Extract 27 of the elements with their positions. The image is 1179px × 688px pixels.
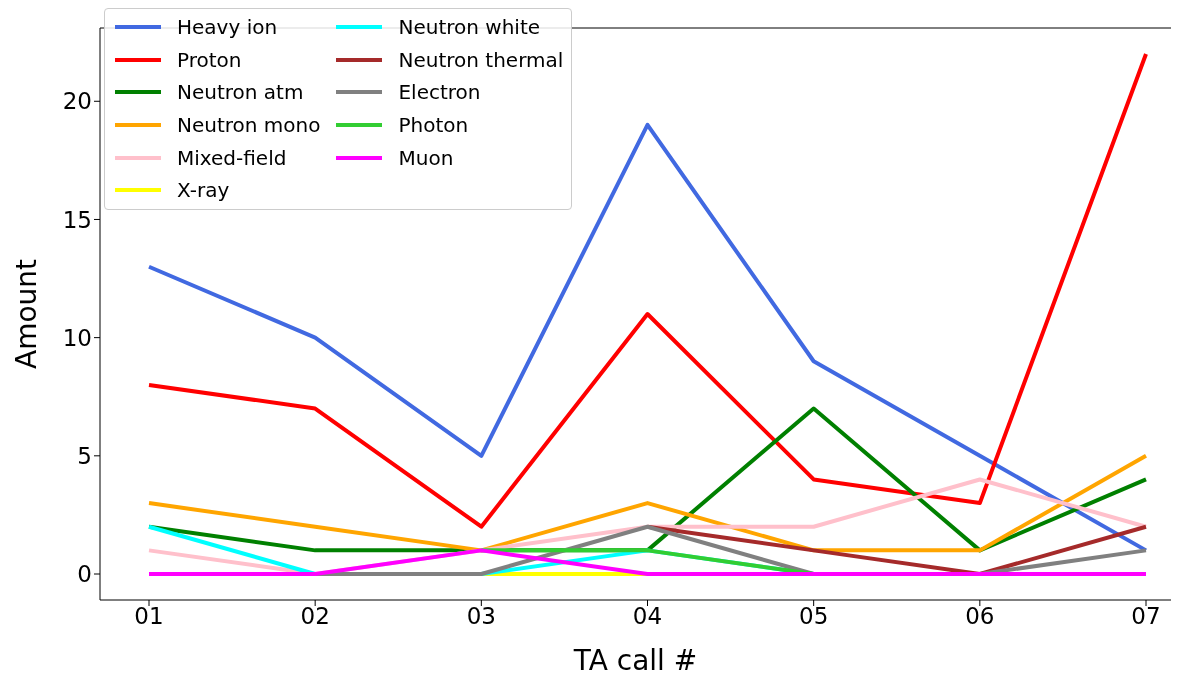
- legend-label: Proton: [177, 47, 242, 72]
- line-series: [147, 453, 1148, 553]
- x-tick-label: 01: [134, 603, 164, 630]
- x-tick-label: 03: [466, 603, 496, 630]
- x-tick-label: 05: [799, 603, 829, 630]
- legend-label: Photon: [398, 113, 469, 138]
- legend-label: X-ray: [177, 178, 230, 203]
- y-tick-label: 10: [62, 324, 92, 351]
- legend-label: Neutron white: [398, 15, 541, 40]
- legend-label: Mixed-field: [177, 145, 287, 170]
- y-axis-title: Amount: [9, 258, 43, 370]
- legend-label: Neutron atm: [177, 80, 304, 105]
- x-tick-label: 06: [965, 603, 995, 630]
- legend-label: Neutron mono: [177, 113, 321, 138]
- y-tick-label: 0: [77, 561, 92, 588]
- line-series: [147, 52, 1148, 529]
- legend-label: Heavy ion: [177, 15, 278, 40]
- x-tick-label: 04: [632, 603, 663, 630]
- x-tick-label: 02: [300, 603, 330, 630]
- x-tick-label: 07: [1131, 603, 1161, 630]
- legend-label: Electron: [398, 80, 481, 105]
- legend-label: Muon: [398, 145, 454, 170]
- legend-label: Neutron thermal: [398, 47, 564, 72]
- y-tick-label: 15: [62, 206, 92, 233]
- y-tick-label: 20: [62, 88, 92, 115]
- x-axis-title: TA call #: [572, 644, 698, 677]
- y-tick-label: 5: [77, 442, 92, 469]
